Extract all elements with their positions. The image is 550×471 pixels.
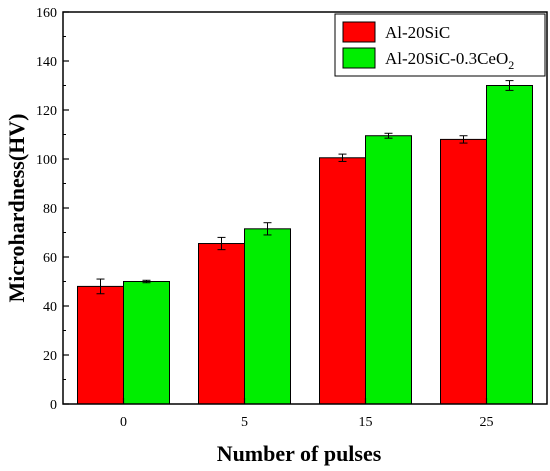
error-bar-series-1-cat-15 [338,153,347,162]
y-tick-label-80: 80 [43,202,57,217]
y-tick-label-160: 160 [36,6,57,21]
y-tick-label-60: 60 [43,251,57,266]
x-tick-label-15: 15 [359,415,373,430]
error-bar-series-2-cat-25 [505,80,514,91]
x-tick-label-5: 5 [241,415,248,430]
x-tick-label-0: 0 [120,415,127,430]
bar-series-1-cat-0 [77,285,124,405]
y-tick-label-100: 100 [36,153,57,168]
legend-swatch-series-1 [342,21,376,43]
bar-series-2-cat-25 [486,85,533,405]
legend-label-series-2: Al-20SiC-0.3CeO2 [385,49,514,72]
bar-series-1-cat-25 [440,138,487,405]
y-tick-label-140: 140 [36,55,57,70]
bar-series-1-cat-15 [319,157,366,405]
bar-series-2-cat-15 [365,135,412,405]
bars-layer [77,80,533,405]
error-bar-series-2-cat-5 [263,222,272,236]
bar-series-2-cat-5 [244,228,291,405]
x-axis-title: Number of pulses [217,441,382,466]
legend: Al-20SiC Al-20SiC-0.3CeO2 [334,13,546,77]
y-tick-label-120: 120 [36,104,57,119]
y-tick-label-40: 40 [43,300,57,315]
y-tick-label-20: 20 [43,349,57,364]
y-axis-title: Microhardness(HV) [4,113,29,302]
legend-label-series-1: Al-20SiC [385,23,450,42]
bar-series-2-cat-0 [123,281,170,405]
error-bar-series-2-cat-15 [384,132,393,139]
ticks-layer: 0 5 15 25 0 20 40 60 80 100 120 140 160 [36,6,494,430]
legend-swatch-series-2 [342,47,376,69]
bar-series-1-cat-5 [198,243,245,405]
error-bar-series-1-cat-25 [459,135,468,144]
y-tick-label-0: 0 [50,398,57,413]
error-bar-series-1-cat-0 [96,278,105,295]
x-tick-label-25: 25 [480,415,494,430]
error-bar-series-1-cat-5 [217,236,226,251]
error-bar-series-2-cat-0 [142,279,151,284]
